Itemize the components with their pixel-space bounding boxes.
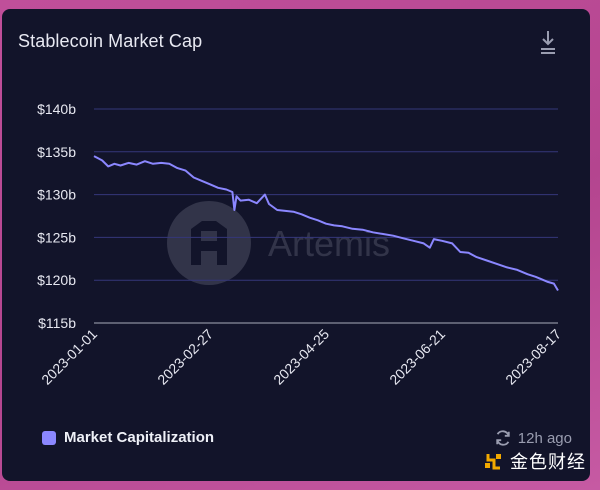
y-tick-label: $140b — [37, 101, 76, 117]
legend-swatch — [42, 430, 56, 445]
x-tick-label: 2023-06-21 — [386, 326, 448, 388]
y-tick-label: $125b — [37, 229, 76, 245]
x-tick-label: 2023-01-01 — [38, 326, 100, 388]
y-tick-label: $130b — [37, 187, 76, 203]
jinse-logo-icon — [485, 454, 501, 470]
chart-title: Stablecoin Market Cap — [18, 31, 203, 51]
x-tick-label: 2023-02-27 — [154, 326, 216, 388]
artemis-watermark-text: Artemis — [268, 223, 390, 264]
legend[interactable]: Market Capitalization — [42, 429, 214, 446]
x-tick-label: 2023-04-25 — [270, 326, 332, 388]
refresh-icon[interactable] — [494, 429, 512, 447]
x-tick-label: 2023-08-17 — [502, 326, 564, 388]
artemis-watermark-logo: Artemis — [167, 201, 390, 285]
chart-card: Stablecoin Market Cap Artemis $140b $135b… — [2, 9, 590, 481]
legend-label: Market Capitalization — [64, 429, 215, 446]
updated-text: 12h ago — [517, 429, 572, 447]
y-tick-label: $115b — [38, 315, 76, 331]
jinse-watermark: 金色财经 — [482, 448, 586, 474]
y-tick-label: $120b — [37, 272, 76, 288]
market-cap-line — [93, 155, 559, 292]
y-tick-label: $135b — [37, 144, 76, 160]
download-icon[interactable] — [538, 29, 558, 57]
last-updated: 12h ago — [494, 429, 572, 447]
line-chart: Artemis $140b $135b $130b $125b $120b $115b 2… — [37, 101, 564, 388]
jinse-watermark-text: 金色财经 — [510, 452, 586, 472]
